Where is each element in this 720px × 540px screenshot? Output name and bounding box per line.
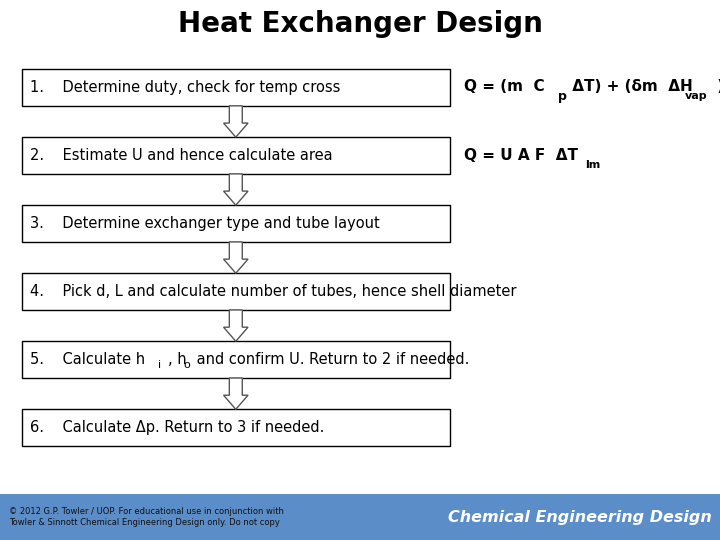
Bar	[22, 341, 450, 378]
Text: Chemical Engineering Design: Chemical Engineering Design	[448, 510, 711, 524]
Polygon shape	[223, 106, 248, 137]
Text: 2.    Estimate U and hence calculate area: 2. Estimate U and hence calculate area	[30, 148, 333, 163]
Text: 1.    Determine duty, check for temp cross: 1. Determine duty, check for temp cross	[30, 80, 341, 95]
Bar	[22, 409, 450, 446]
Bar	[22, 205, 450, 242]
Text: 4.    Pick d, L and calculate number of tubes, hence shell diameter: 4. Pick d, L and calculate number of tub…	[30, 284, 517, 299]
Bar	[22, 137, 450, 174]
Text: Q = (m  C: Q = (m C	[464, 79, 545, 94]
Polygon shape	[223, 378, 248, 409]
Text: and confirm U. Return to 2 if needed.: and confirm U. Return to 2 if needed.	[192, 352, 469, 367]
Text: , h: , h	[168, 352, 186, 367]
Text: © 2012 G.P. Towler / UOP. For educational use in conjunction with
Towler & Sinno: © 2012 G.P. Towler / UOP. For educationa…	[9, 508, 284, 526]
Text: vap: vap	[685, 91, 707, 101]
Polygon shape	[223, 310, 248, 341]
Text: p: p	[558, 90, 567, 103]
Text: o: o	[184, 360, 190, 370]
Text: Heat Exchanger Design: Heat Exchanger Design	[178, 10, 542, 38]
Bar	[0, 494, 720, 540]
Text: i: i	[158, 360, 161, 370]
Text: ΔT) + (δm  ΔH: ΔT) + (δm ΔH	[567, 79, 693, 94]
Text: ): )	[712, 79, 720, 94]
Text: lm: lm	[585, 160, 600, 170]
Text: 6.    Calculate Δp. Return to 3 if needed.: 6. Calculate Δp. Return to 3 if needed.	[30, 420, 325, 435]
Polygon shape	[223, 174, 248, 205]
Bar	[22, 273, 450, 310]
Text: 5.    Calculate h: 5. Calculate h	[30, 352, 145, 367]
Polygon shape	[223, 242, 248, 273]
Bar	[22, 69, 450, 106]
Text: Q = U A F  ΔT: Q = U A F ΔT	[464, 148, 578, 163]
Text: 3.    Determine exchanger type and tube layout: 3. Determine exchanger type and tube lay…	[30, 216, 380, 231]
